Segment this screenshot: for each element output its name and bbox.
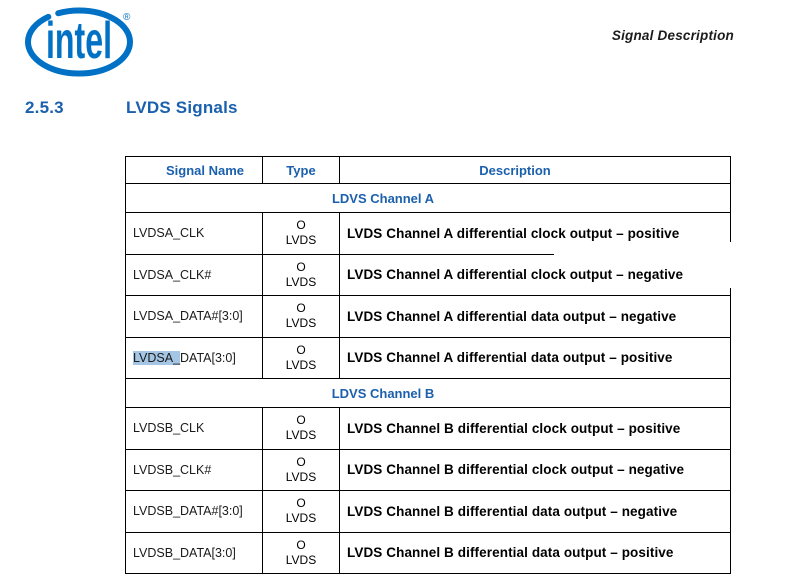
type-line: O bbox=[296, 218, 306, 233]
intel-logo: intel ® bbox=[25, 7, 133, 77]
type-line: O bbox=[296, 496, 306, 511]
description-cell: LVDS Channel B differential data output … bbox=[339, 531, 731, 574]
type-line: LVDS bbox=[285, 469, 317, 484]
description-cell: LVDS Channel A differential clock output… bbox=[339, 253, 731, 296]
channel-b-band-label: LDVS Channel B bbox=[125, 378, 731, 408]
type-line: O bbox=[296, 413, 306, 428]
description-cell: LVDS Channel A differential data output … bbox=[339, 295, 731, 338]
type-cell: O LVDS bbox=[262, 295, 340, 338]
signal-cell: LVDSB_CLK# bbox=[125, 448, 263, 491]
type-line: LVDS bbox=[285, 316, 317, 331]
type-cell: O LVDS bbox=[262, 212, 340, 255]
lvds-signal-table: Signal Name Type Description LDVS Channe… bbox=[125, 156, 731, 574]
type-line: LVDS bbox=[285, 511, 317, 526]
signal-cell: LVDSB_DATA#[3:0] bbox=[125, 490, 263, 533]
section-number: 2.5.3 bbox=[25, 98, 64, 117]
description-cell: LVDS Channel A differential clock output… bbox=[339, 212, 731, 255]
description-cell: LVDS Channel B differential clock output… bbox=[339, 448, 731, 491]
type-cell: O LVDS bbox=[262, 253, 340, 296]
signal-table-container: Signal Name Type Description LDVS Channe… bbox=[125, 156, 735, 574]
column-header-type: Type bbox=[262, 156, 340, 184]
selected-text: LVDSA_ bbox=[133, 350, 181, 365]
logo-swirl bbox=[25, 7, 133, 77]
section-title: LVDS Signals bbox=[126, 98, 238, 117]
table-row: LVDSA_DATA[3:0] O LVDS LVDS Channel A di… bbox=[125, 336, 731, 379]
type-line: LVDS bbox=[285, 552, 317, 567]
page-header-title: Signal Description bbox=[611, 28, 734, 43]
description-cell: LVDS Channel B differential data output … bbox=[339, 490, 731, 533]
column-header-signal-name: Signal Name bbox=[125, 156, 263, 184]
type-line: LVDS bbox=[285, 428, 317, 443]
channel-a-band-row: LDVS Channel A bbox=[125, 183, 731, 213]
type-line: O bbox=[296, 454, 306, 469]
section-heading: 2.5.3 LVDS Signals bbox=[25, 98, 238, 118]
type-line: LVDS bbox=[285, 274, 317, 289]
type-line: O bbox=[296, 342, 306, 357]
table-row: LVDSB_DATA[3:0] O LVDS LVDS Channel B di… bbox=[125, 531, 731, 574]
signal-text: DATA[3:0] bbox=[180, 350, 236, 365]
type-line: O bbox=[296, 301, 306, 316]
type-line: O bbox=[296, 537, 306, 552]
signal-cell: LVDSA_CLK bbox=[125, 212, 263, 255]
table-row: LVDSA_DATA#[3:0] O LVDS LVDS Channel A d… bbox=[125, 295, 731, 338]
description-cell: LVDS Channel B differential clock output… bbox=[339, 407, 731, 450]
description-cell: LVDS Channel A differential data output … bbox=[339, 336, 731, 379]
table-row: LVDSB_DATA#[3:0] O LVDS LVDS Channel B d… bbox=[125, 490, 731, 533]
signal-cell: LVDSA_DATA#[3:0] bbox=[125, 295, 263, 338]
table-row: LVDSB_CLK# O LVDS LVDS Channel B differe… bbox=[125, 448, 731, 491]
signal-cell: LVDSA_DATA[3:0] bbox=[125, 336, 263, 379]
type-line: LVDS bbox=[285, 233, 317, 248]
signal-cell: LVDSB_CLK bbox=[125, 407, 263, 450]
table-row: LVDSA_CLK# O LVDS LVDS Channel A differe… bbox=[125, 253, 731, 296]
channel-a-band-label: LDVS Channel A bbox=[125, 183, 731, 213]
signal-cell: LVDSA_CLK# bbox=[125, 253, 263, 296]
type-cell: O LVDS bbox=[262, 407, 340, 450]
type-cell: O LVDS bbox=[262, 336, 340, 379]
border-gap-patch bbox=[726, 242, 735, 288]
border-gap-patch bbox=[554, 251, 733, 256]
type-line: O bbox=[296, 259, 306, 274]
type-line: LVDS bbox=[285, 357, 317, 372]
type-cell: O LVDS bbox=[262, 490, 340, 533]
table-header-row: Signal Name Type Description bbox=[125, 156, 731, 184]
column-header-description: Description bbox=[339, 156, 731, 184]
table-row: LVDSB_CLK O LVDS LVDS Channel B differen… bbox=[125, 407, 731, 450]
table-row: LVDSA_CLK O LVDS LVDS Channel A differen… bbox=[125, 212, 731, 255]
signal-cell: LVDSB_DATA[3:0] bbox=[125, 531, 263, 574]
logo-wordmark: intel bbox=[46, 12, 112, 70]
type-cell: O LVDS bbox=[262, 531, 340, 574]
channel-b-band-row: LDVS Channel B bbox=[125, 378, 731, 408]
type-cell: O LVDS bbox=[262, 448, 340, 491]
registered-mark-icon: ® bbox=[123, 12, 131, 23]
